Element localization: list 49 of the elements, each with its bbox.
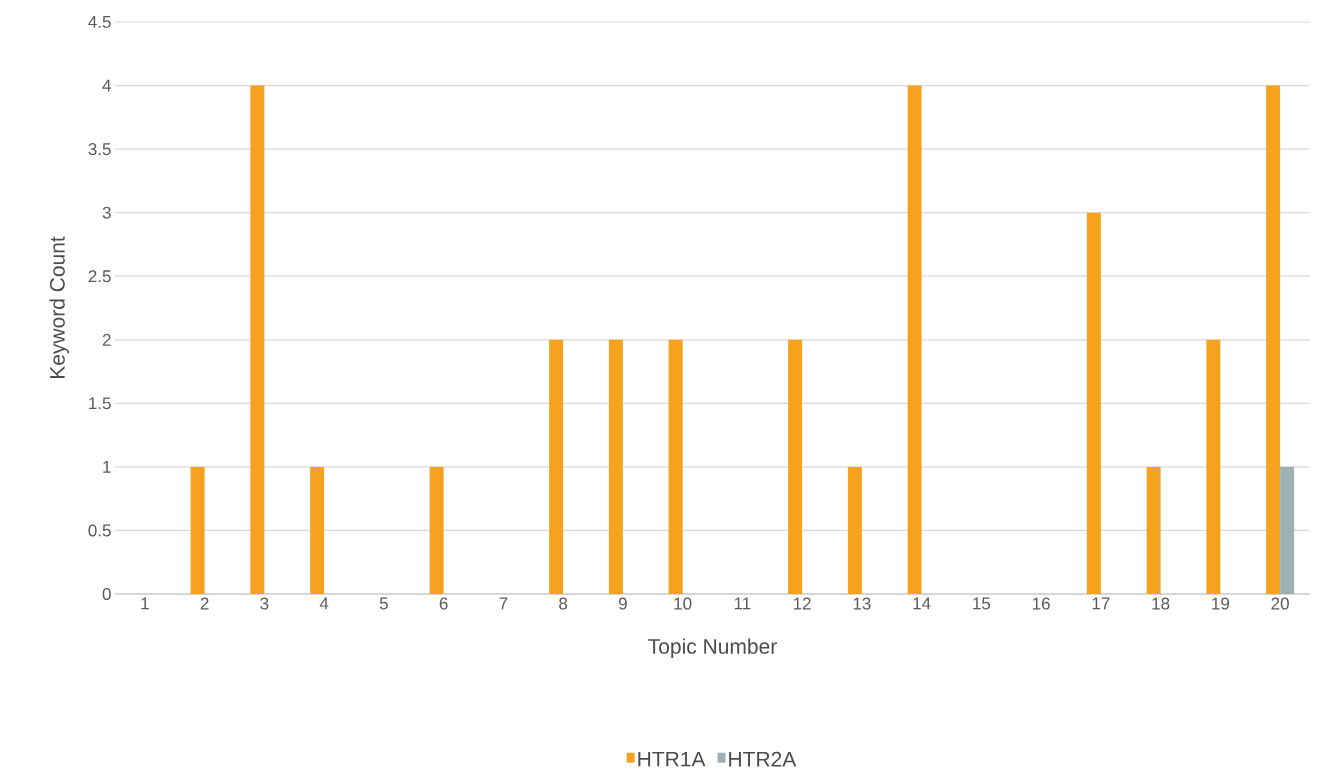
legend-label: HTR2A [729, 751, 797, 767]
x-tick-label: 3 [260, 597, 269, 610]
bar [1146, 466, 1161, 594]
y-tick-label: 4 [102, 79, 111, 92]
x-tick-label: 14 [913, 597, 931, 610]
bar [668, 339, 683, 594]
x-tick-label: 18 [1152, 597, 1170, 610]
x-tick-label: 7 [499, 597, 508, 610]
x-tick-label: 6 [439, 597, 448, 610]
x-tick-label: 11 [734, 597, 751, 610]
x-tick-label: 4 [319, 597, 329, 610]
x-tick-label: 9 [618, 597, 627, 610]
y-tick-label: 4.5 [88, 16, 111, 28]
x-tick-label: 2 [200, 597, 209, 610]
y-tick-label: 2.5 [88, 270, 111, 283]
bar [788, 339, 803, 594]
y-tick-label: 3.5 [88, 143, 111, 156]
bar [1086, 212, 1101, 594]
y-tick-label: 0 [102, 587, 111, 601]
bar [1206, 339, 1221, 594]
x-tick-label: 10 [674, 597, 692, 610]
bar [608, 339, 623, 594]
bar [310, 466, 325, 594]
y-tick-label: 1 [103, 461, 111, 473]
y-tick-label: 2 [102, 333, 111, 346]
x-tick-label: 8 [559, 597, 568, 610]
y-tick-label: 0.5 [88, 524, 111, 537]
x-tick-label: 20 [1271, 597, 1289, 610]
y-tick-label: 3 [102, 206, 111, 219]
bar [190, 466, 205, 594]
x-tick-label: 13 [853, 597, 871, 610]
x-tick-label: 1 [141, 597, 149, 610]
x-tick-label: 19 [1212, 597, 1230, 610]
bar [250, 85, 265, 594]
bar [549, 339, 564, 594]
bar [1266, 85, 1281, 594]
y-axis-title: Keyword Count [49, 236, 69, 379]
bar [907, 85, 922, 594]
bar [429, 466, 444, 594]
bar [1280, 466, 1295, 594]
x-axis-title: Topic Number [648, 638, 777, 659]
bar [847, 466, 862, 594]
legend-label: HTR1A [638, 751, 706, 767]
y-tick-label: 1.5 [89, 397, 111, 410]
x-tick-label: 5 [379, 597, 388, 610]
x-tick-label: 17 [1092, 597, 1110, 610]
x-tick-label: 15 [973, 597, 991, 610]
x-tick-label: 16 [1032, 597, 1050, 610]
x-tick-label: 12 [793, 597, 811, 610]
